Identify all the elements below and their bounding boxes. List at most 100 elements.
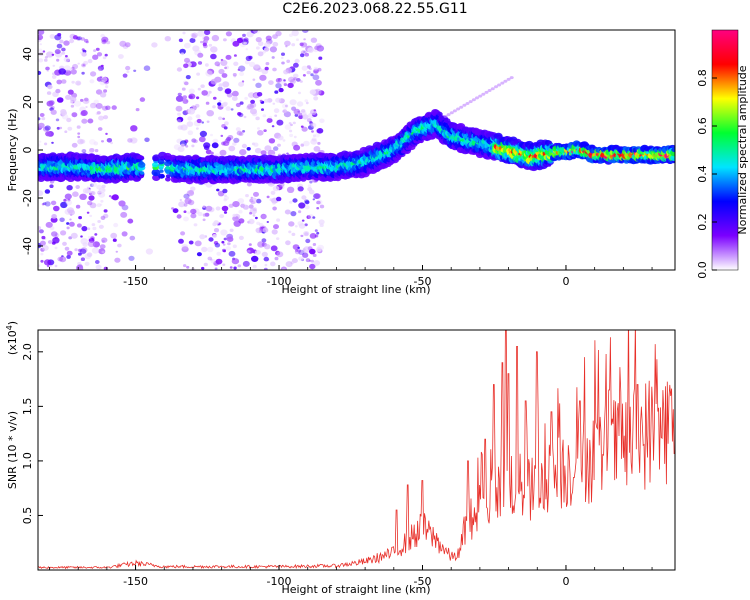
heatmap-cell: [222, 117, 226, 121]
heatmap-cell: [66, 250, 73, 256]
heatmap-cell: [201, 90, 208, 96]
heatmap-cell: [204, 212, 210, 217]
heatmap-cell: [271, 56, 275, 59]
heatmap-cell: [203, 142, 211, 149]
heatmap-cell: [111, 194, 119, 201]
heatmap-cell: [248, 218, 255, 225]
heatmap-cell: [197, 30, 205, 37]
heatmap-cell: [249, 198, 254, 203]
heatmap-cell: [72, 35, 78, 40]
heatmap-cell: [74, 248, 78, 252]
x-tick-label: -50: [414, 275, 432, 288]
heatmap-cell: [303, 38, 306, 41]
heatmap-cell: [465, 102, 470, 105]
heatmap-cell: [196, 118, 202, 124]
heatmap-cell: [66, 226, 70, 230]
heatmap-cell: [69, 100, 73, 104]
heatmap-cell: [91, 223, 96, 227]
heatmap-cell: [255, 116, 260, 121]
heatmap-cell: [121, 231, 128, 237]
heatmap-cell: [258, 222, 264, 227]
heatmap-cell: [105, 85, 109, 89]
heatmap-cell: [276, 237, 280, 241]
heatmap-cell: [66, 207, 75, 214]
heatmap-cell: [300, 53, 305, 58]
heatmap-cell: [319, 118, 325, 124]
heatmap-cell: [45, 221, 53, 228]
heatmap-cell: [50, 109, 57, 115]
heatmap-cell: [86, 252, 93, 257]
heatmap-cell: [289, 200, 293, 204]
heatmap-cell: [232, 213, 237, 218]
heatmap-cell: [231, 258, 240, 265]
heatmap-cell: [298, 256, 304, 261]
heatmap-cell: [61, 47, 66, 52]
heatmap-cell: [222, 87, 226, 90]
heatmap-cell: [246, 105, 252, 110]
heatmap-cell: [490, 87, 495, 91]
heatmap-cell: [208, 237, 214, 242]
heatmap-cell: [237, 68, 241, 71]
heatmap-cell: [80, 257, 85, 262]
heatmap-cell: [280, 266, 287, 270]
heatmap-cell: [228, 145, 236, 152]
heatmap-cell: [309, 180, 313, 184]
heatmap-cell: [224, 121, 229, 126]
heatmap-cell: [289, 99, 297, 106]
heatmap-cell: [273, 108, 280, 114]
heatmap-cell: [316, 231, 320, 235]
heatmap-cell: [88, 195, 95, 201]
heatmap-cell: [59, 126, 63, 130]
heatmap-cell: [201, 121, 204, 124]
heatmap-cell: [69, 218, 72, 221]
heatmap-cell: [228, 203, 234, 208]
heatmap-cell: [94, 233, 98, 236]
heatmap-cell: [206, 120, 210, 123]
heatmap-cell: [300, 234, 304, 238]
heatmap-cell: [44, 189, 51, 194]
heatmap-cell: [126, 70, 130, 74]
heatmap-cell: [509, 76, 514, 80]
heatmap-cell: [212, 105, 216, 109]
heatmap-cell: [200, 84, 205, 88]
heatmap-cell: [468, 100, 473, 104]
heatmap-cell: [70, 104, 75, 108]
heatmap-cell: [232, 40, 240, 47]
heatmap-cell: [82, 242, 88, 247]
heatmap-cell: [308, 67, 312, 71]
heatmap-cell: [59, 39, 64, 44]
heatmap-cell: [41, 117, 46, 121]
heatmap-cell: [239, 101, 244, 105]
heatmap-cell: [256, 46, 260, 50]
heatmap-cell: [248, 243, 252, 246]
heatmap-cell: [290, 211, 297, 217]
heatmap-cell: [311, 137, 317, 142]
heatmap-cell: [260, 150, 267, 156]
heatmap-cell: [213, 96, 217, 100]
heatmap-cell: [225, 54, 232, 60]
heatmap-cell: [195, 114, 201, 119]
heatmap-cell: [80, 98, 84, 102]
heatmap-cell: [301, 109, 306, 113]
heatmap-cell: [42, 245, 49, 251]
heatmap-cell: [39, 113, 45, 117]
heatmap-cell: [302, 252, 309, 258]
heatmap-cell: [308, 125, 314, 130]
heatmap-cell: [51, 231, 58, 237]
heatmap-cell: [51, 53, 55, 56]
heatmap-cell: [289, 129, 293, 133]
heatmap-cell: [91, 247, 100, 254]
heatmap-cell: [212, 234, 218, 238]
heatmap-cell: [318, 219, 325, 225]
heatmap-cell: [282, 109, 287, 113]
heatmap-cell: [314, 229, 318, 232]
heatmap-cell: [276, 251, 284, 258]
heatmap-cell: [231, 96, 238, 101]
heatmap-cell: [203, 262, 208, 267]
heatmap-cell: [38, 58, 44, 63]
heatmap-cell: [304, 99, 309, 103]
heatmap-cell: [297, 249, 301, 253]
heatmap-cell: [158, 173, 165, 179]
heatmap-cell: [120, 211, 128, 218]
heatmap-cell: [87, 235, 92, 240]
